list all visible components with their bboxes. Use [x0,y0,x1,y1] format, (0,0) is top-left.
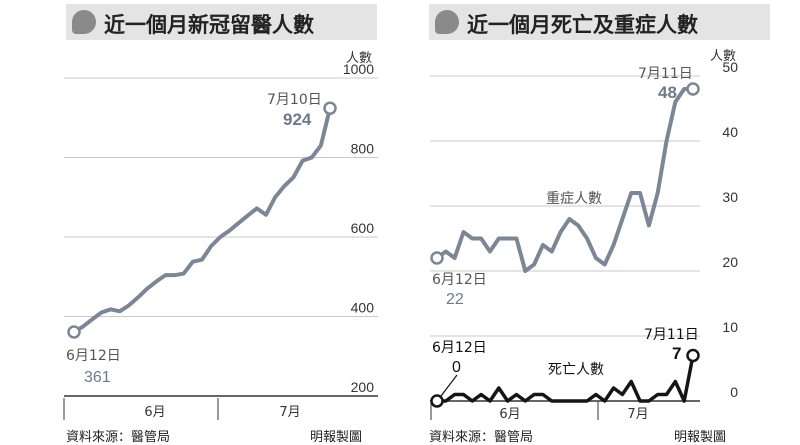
y-tick-label: 600 [351,220,375,236]
month-label: 6月 [499,407,520,422]
y-tick-label: 0 [730,384,738,400]
death-start-marker [430,394,444,408]
right-title-bar: 近一個月死亡及重症人數 [429,4,770,40]
death-start-value: 0 [452,359,461,376]
y-tick-label: 50 [722,59,738,75]
right-chart-title: 近一個月死亡及重症人數 [467,13,698,37]
y-tick-label: 20 [722,254,738,270]
left-credit: 明報製圖 [310,430,363,445]
death-start-leader [440,374,458,397]
death-series-label: 死亡人數 [548,362,604,378]
death-end-date: 7月11日 [644,327,699,343]
death-start-date: 6月12日 [432,340,487,356]
speech-bubble-icon [435,10,459,34]
severe-start-date: 6月12日 [432,272,487,288]
left-chart-panel: 近一個月新冠留醫人數 資料來源：醫管局 明報製圖 [66,4,377,445]
left-chart-title: 近一個月新冠留醫人數 [104,13,314,37]
death-end-marker [686,348,700,363]
y-tick-label: 30 [722,189,738,205]
end-point-marker [323,101,337,115]
right-chart-panel: 近一個月死亡及重症人數 資料來源：醫管局 明報製圖 [400,0,800,445]
y-tick-label: 40 [722,124,738,140]
start-point-marker [67,325,81,339]
severe-series-label: 重症人數 [546,191,602,207]
end-value-label: 924 [283,110,312,129]
severe-end-marker [686,82,700,96]
severe-start-marker [430,251,444,265]
month-label: 7月 [627,407,648,422]
left-title-bar: 近一個月新冠留醫人數 [66,4,377,40]
month-label: 7月 [279,405,300,420]
y-tick-label: 10 [722,319,738,335]
y-tick-label: 200 [351,379,375,395]
y-axis-unit: 人數 [710,49,736,64]
severe-line [435,87,693,273]
y-tick-label: 1000 [343,61,374,77]
y-tick-label: 800 [351,141,375,157]
y-tick-label: 400 [351,300,375,316]
right-source: 資料來源：醫管局 [429,430,534,445]
start-date-label: 6月12日 [66,348,121,364]
death-line [437,355,695,403]
severe-start-value: 22 [446,291,464,308]
speech-bubble-icon [72,10,96,34]
death-end-value: 7 [672,344,681,363]
month-label: 6月 [144,405,165,420]
severe-end-date: 7月11日 [638,66,693,82]
left-source: 資料來源：醫管局 [66,430,171,445]
y-axis-unit: 人數 [346,51,372,66]
hospitalised-line [72,107,332,334]
severe-end-value: 48 [658,83,677,102]
end-date-label: 7月10日 [267,92,322,108]
right-credit: 明報製圖 [674,430,727,445]
start-value-label: 361 [84,369,111,386]
